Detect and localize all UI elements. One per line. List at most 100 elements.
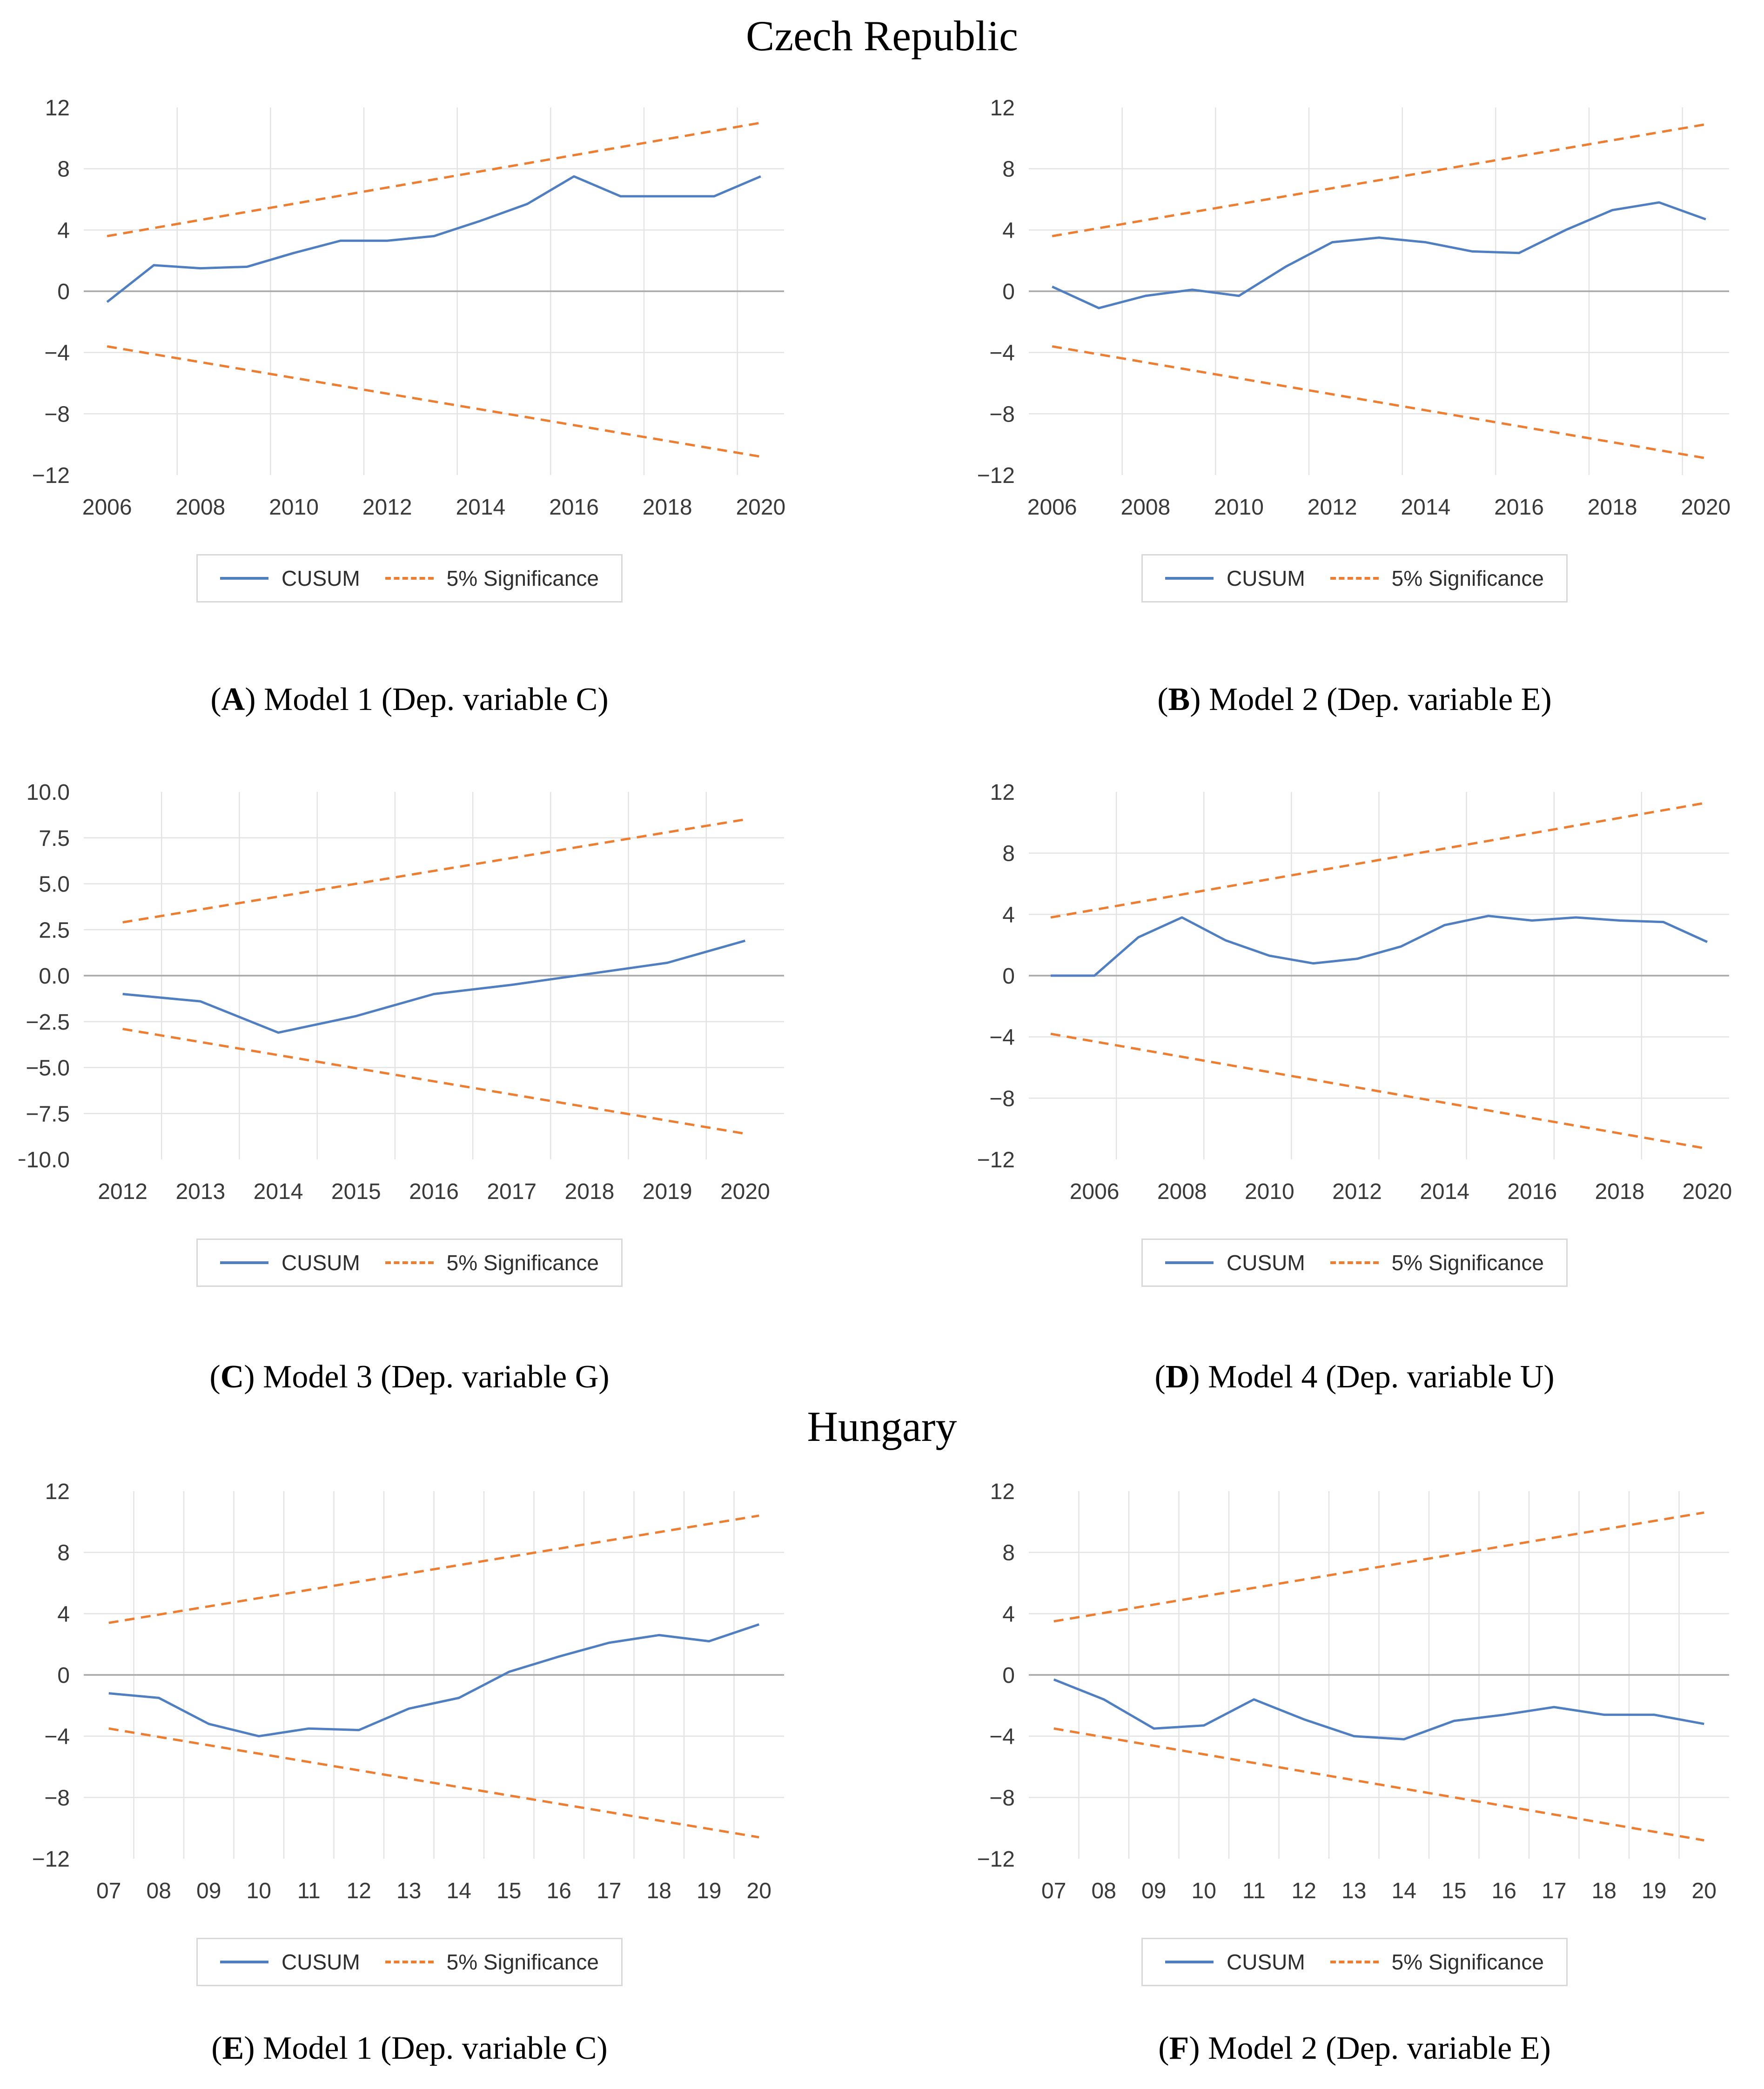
y-tick-label: −4 xyxy=(44,1724,70,1749)
y-tick-label: 2.5 xyxy=(39,918,70,943)
caption-text: ) Model 1 (Dep. variable C) xyxy=(245,681,609,717)
chart-b-plot: 12 8 4 0 −4 −8 −12 2006 2008 2010 2012 2014 2016 2018… xyxy=(977,96,1731,520)
significance-lower-line xyxy=(107,345,761,458)
caption-letter: E xyxy=(222,2030,244,2066)
chart-e-plot: 12 8 4 0 −4 −8 −12 07 08 09 10 11 12 13 14 15 16 17 18 19 20 xyxy=(32,1480,784,1903)
y-tick-label: 0 xyxy=(1002,964,1015,989)
caption-b: (B) Model 2 (Dep. variable E) xyxy=(964,679,1745,720)
significance-upper-line xyxy=(108,1514,759,1624)
y-tick-label: −12 xyxy=(32,1847,70,1872)
x-tick-label: 2014 xyxy=(254,1179,303,1204)
x-tick-label: 2016 xyxy=(1494,495,1544,520)
caption-paren: ( xyxy=(1154,1359,1166,1395)
x-tick-label: 13 xyxy=(1341,1879,1366,1903)
caption-a: (A) Model 1 (Dep. variable C) xyxy=(19,679,800,720)
x-tick-label: 2016 xyxy=(1507,1179,1557,1204)
x-tick-label: 2014 xyxy=(1401,495,1450,520)
legend-label-cusum: CUSUM xyxy=(282,1949,360,1974)
cusum-line xyxy=(1053,1678,1704,1741)
y-tick-label: 8 xyxy=(1002,1540,1015,1565)
x-tick-label: 07 xyxy=(96,1879,121,1903)
chart-cell-a: 12 8 4 0 −4 −8 −12 2006 2008 2010 2012 2014 2016 2018… xyxy=(19,87,800,603)
y-tick-label: 8 xyxy=(1002,842,1015,866)
chart-cell-e: 12 8 4 0 −4 −8 −12 07 08 09 10 11 12 13 14 15 16 17 18 19 20… xyxy=(19,1470,800,1986)
significance-line-sample xyxy=(1330,576,1379,580)
y-tick-label: 12 xyxy=(45,1480,70,1504)
caption-text: ) Model 3 (Dep. variable G) xyxy=(244,1359,610,1395)
x-tick-label: 2018 xyxy=(643,495,692,520)
caption-paren: ( xyxy=(1157,681,1168,717)
x-tick-label: 13 xyxy=(396,1879,421,1903)
chart-cell-f: 12 8 4 0 −4 −8 −12 07 08 09 10 11 12 13 14 15 16 17 18 19 20… xyxy=(964,1470,1745,1986)
x-tick-label: 2008 xyxy=(1120,495,1170,520)
x-tick-label: 19 xyxy=(1642,1879,1666,1903)
y-tick-label: 8 xyxy=(57,157,70,181)
significance-lower-line xyxy=(122,1028,745,1135)
caption-paren: ( xyxy=(210,681,221,717)
caption-text: ) Model 1 (Dep. variable C) xyxy=(244,2030,608,2066)
significance-lower-line xyxy=(108,1727,759,1838)
y-tick-label: −4 xyxy=(989,341,1015,365)
x-tick-label: 17 xyxy=(1542,1879,1566,1903)
caption-d: (D) Model 4 (Dep. variable U) xyxy=(964,1357,1745,1398)
x-tick-label: 2016 xyxy=(549,495,599,520)
y-tick-label: 7.5 xyxy=(39,826,70,851)
significance-lower-line xyxy=(1053,1727,1704,1841)
cusum-line xyxy=(1052,201,1706,309)
x-tick-label: 2016 xyxy=(409,1179,459,1204)
x-tick-label: 07 xyxy=(1041,1879,1066,1903)
cusum-line-sample xyxy=(220,1261,268,1265)
y-tick-label: 12 xyxy=(990,780,1015,805)
caption-letter: B xyxy=(1168,681,1190,717)
significance-line-sample xyxy=(385,1960,434,1963)
significance-line-sample xyxy=(1330,1960,1379,1963)
significance-upper-line xyxy=(1052,123,1706,237)
legend-f: CUSUM 5% Significance xyxy=(1141,1937,1568,1986)
legend-e: CUSUM 5% Significance xyxy=(196,1937,623,1986)
x-tick-label: 10 xyxy=(1192,1879,1216,1903)
chart-row-1: 12 8 4 0 −4 −8 −12 2006 2008 2010 2012 2014 2016 2018… xyxy=(0,87,1764,603)
x-tick-label: 2006 xyxy=(1027,495,1077,520)
y-tick-label: 8 xyxy=(57,1540,70,1565)
x-tick-label: 14 xyxy=(447,1879,471,1903)
y-tick-label: 0 xyxy=(1002,280,1015,304)
x-tick-label: 2006 xyxy=(1070,1179,1120,1204)
chart-c-plot: 10.0 7.5 5.0 2.5 0.0 −2.5 −5.0 −7.5 −10.0 2012 201… xyxy=(19,780,784,1204)
y-tick-label: 0.0 xyxy=(39,964,70,989)
x-tick-label: 2015 xyxy=(331,1179,381,1204)
figure-title-hungary: Hungary xyxy=(807,1402,957,1450)
x-tick-label: 2012 xyxy=(1308,495,1357,520)
x-tick-label: 08 xyxy=(147,1879,171,1903)
caption-c: (C) Model 3 (Dep. variable G) xyxy=(19,1357,800,1398)
cusum-line xyxy=(1051,915,1708,977)
x-tick-label: 2010 xyxy=(269,495,319,520)
y-tick-label: 0 xyxy=(57,280,70,304)
x-tick-label: 20 xyxy=(747,1879,771,1903)
x-tick-label: 2012 xyxy=(98,1179,148,1204)
y-tick-label: 0 xyxy=(57,1663,70,1688)
caption-letter: F xyxy=(1169,2030,1189,2066)
y-tick-label: −8 xyxy=(989,1087,1015,1111)
x-tick-label: 2018 xyxy=(1588,495,1637,520)
x-tick-label: 2014 xyxy=(456,495,505,520)
y-tick-label: −4 xyxy=(989,1025,1015,1050)
y-tick-label: 5.0 xyxy=(39,872,70,897)
y-tick-label: −2.5 xyxy=(26,1010,70,1035)
cusum-line xyxy=(108,1623,760,1737)
x-tick-label: 16 xyxy=(547,1879,571,1903)
x-tick-label: 2010 xyxy=(1214,495,1264,520)
x-tick-label: 14 xyxy=(1392,1879,1416,1903)
x-tick-label: 16 xyxy=(1492,1879,1516,1903)
cusum-line-sample xyxy=(220,576,268,580)
chart-row-2: 10.0 7.5 5.0 2.5 0.0 −2.5 −5.0 −7.5 −10.0 2012 201… xyxy=(0,771,1764,1287)
x-tick-label: 2014 xyxy=(1420,1179,1469,1204)
legend-b: CUSUM 5% Significance xyxy=(1141,554,1568,603)
caption-letter: A xyxy=(221,681,245,717)
legend-c: CUSUM 5% Significance xyxy=(196,1239,623,1287)
chart-cell-d: 12 8 4 0 −4 −8 −12 2006 2008 2010 2012 2014 2016 2018… xyxy=(964,771,1745,1287)
cusum-line xyxy=(122,939,746,1034)
significance-lower-line xyxy=(1052,345,1706,460)
y-tick-label: 4 xyxy=(57,218,70,243)
y-tick-label: 12 xyxy=(990,1480,1015,1504)
